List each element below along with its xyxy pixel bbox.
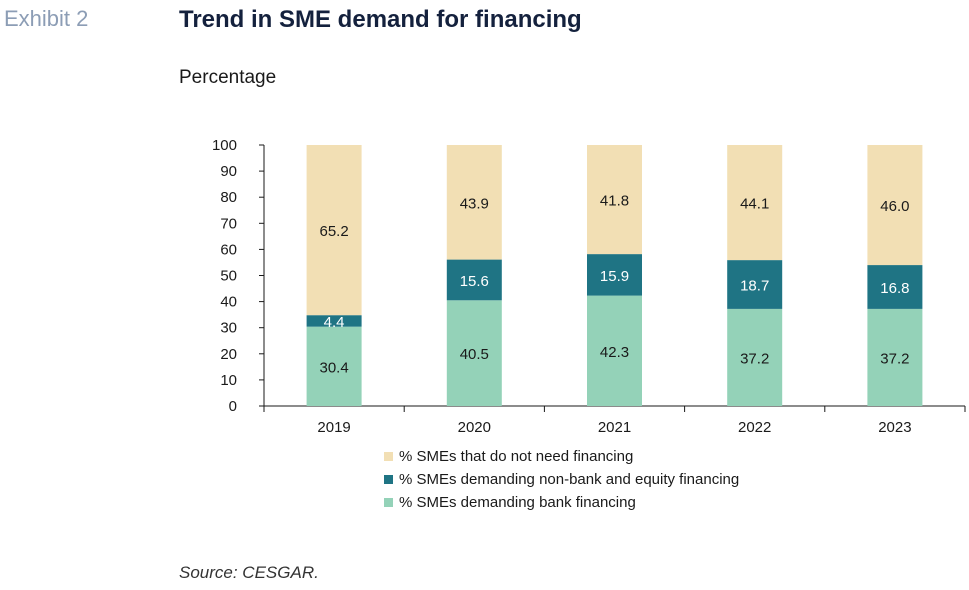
bar-segment — [446, 259, 502, 301]
bar-segment — [727, 145, 783, 261]
bar-value-label: 43.9 — [460, 195, 489, 212]
bar-value-label: 4.4 — [324, 314, 345, 331]
bar-segment — [306, 315, 362, 327]
y-tick-label: 50 — [220, 268, 237, 285]
bar-value-label: 16.8 — [880, 280, 909, 297]
bar-segment — [587, 254, 642, 296]
bar-value-label: 37.2 — [740, 350, 769, 367]
bar-value-label: 15.6 — [460, 273, 489, 290]
bar-value-label: 44.1 — [740, 196, 769, 213]
y-tick-label: 40 — [220, 294, 237, 311]
bar-segment — [587, 295, 642, 406]
bar-segment — [587, 145, 642, 255]
y-tick-label: 70 — [220, 215, 237, 232]
chart-title: Trend in SME demand for financing — [179, 6, 582, 33]
legend-swatch — [384, 475, 393, 484]
bar-segment — [867, 145, 923, 266]
legend-label: % SMEs that do not need financing — [399, 448, 633, 465]
bar-value-label: 37.2 — [880, 350, 909, 367]
bar-value-label: 46.0 — [880, 198, 909, 215]
bar-segment — [867, 308, 923, 406]
y-tick-label: 20 — [220, 346, 237, 363]
legend-swatch — [384, 452, 393, 461]
y-tick-label: 90 — [220, 163, 237, 180]
bar-segment — [306, 326, 362, 406]
bar-value-label: 18.7 — [740, 278, 769, 295]
bar-value-label: 42.3 — [600, 344, 629, 361]
bar-segment — [446, 145, 502, 260]
y-tick-label: 10 — [220, 372, 237, 389]
stacked-bar-chart: 0 10 20 30 40 50 60 70 80 90 100 30.4 4.4 65.2 2019 40.… — [212, 137, 966, 511]
bar-segment — [727, 308, 783, 406]
y-tick-label: 0 — [229, 398, 237, 415]
chart-subtitle: Percentage — [179, 67, 277, 88]
x-tick-label: 2023 — [878, 419, 911, 436]
x-tick-label: 2022 — [738, 419, 771, 436]
bar-segment — [446, 300, 502, 406]
bar-segment — [306, 145, 362, 316]
x-tick-label: 2019 — [317, 419, 350, 436]
legend-label: % SMEs demanding bank financing — [399, 494, 636, 511]
bar-value-label: 15.9 — [600, 268, 629, 285]
bar-value-label: 40.5 — [460, 346, 489, 363]
bar-segment — [727, 260, 783, 309]
bar-value-label: 65.2 — [319, 223, 348, 240]
y-tick-label: 60 — [220, 241, 237, 258]
y-tick-label: 80 — [220, 189, 237, 206]
x-tick-label: 2021 — [598, 419, 631, 436]
x-tick-label: 2020 — [458, 419, 491, 436]
bar-value-label: 41.8 — [600, 193, 629, 210]
y-tick-label: 100 — [212, 137, 237, 154]
legend-swatch — [384, 498, 393, 507]
bar-value-label: 30.4 — [319, 359, 348, 376]
y-tick-label: 30 — [220, 320, 237, 337]
exhibit-label: Exhibit 2 — [4, 6, 89, 31]
legend-label: % SMEs demanding non-bank and equity fin… — [399, 471, 739, 488]
source-note: Source: CESGAR. — [179, 563, 319, 582]
bar-segment — [867, 265, 923, 309]
